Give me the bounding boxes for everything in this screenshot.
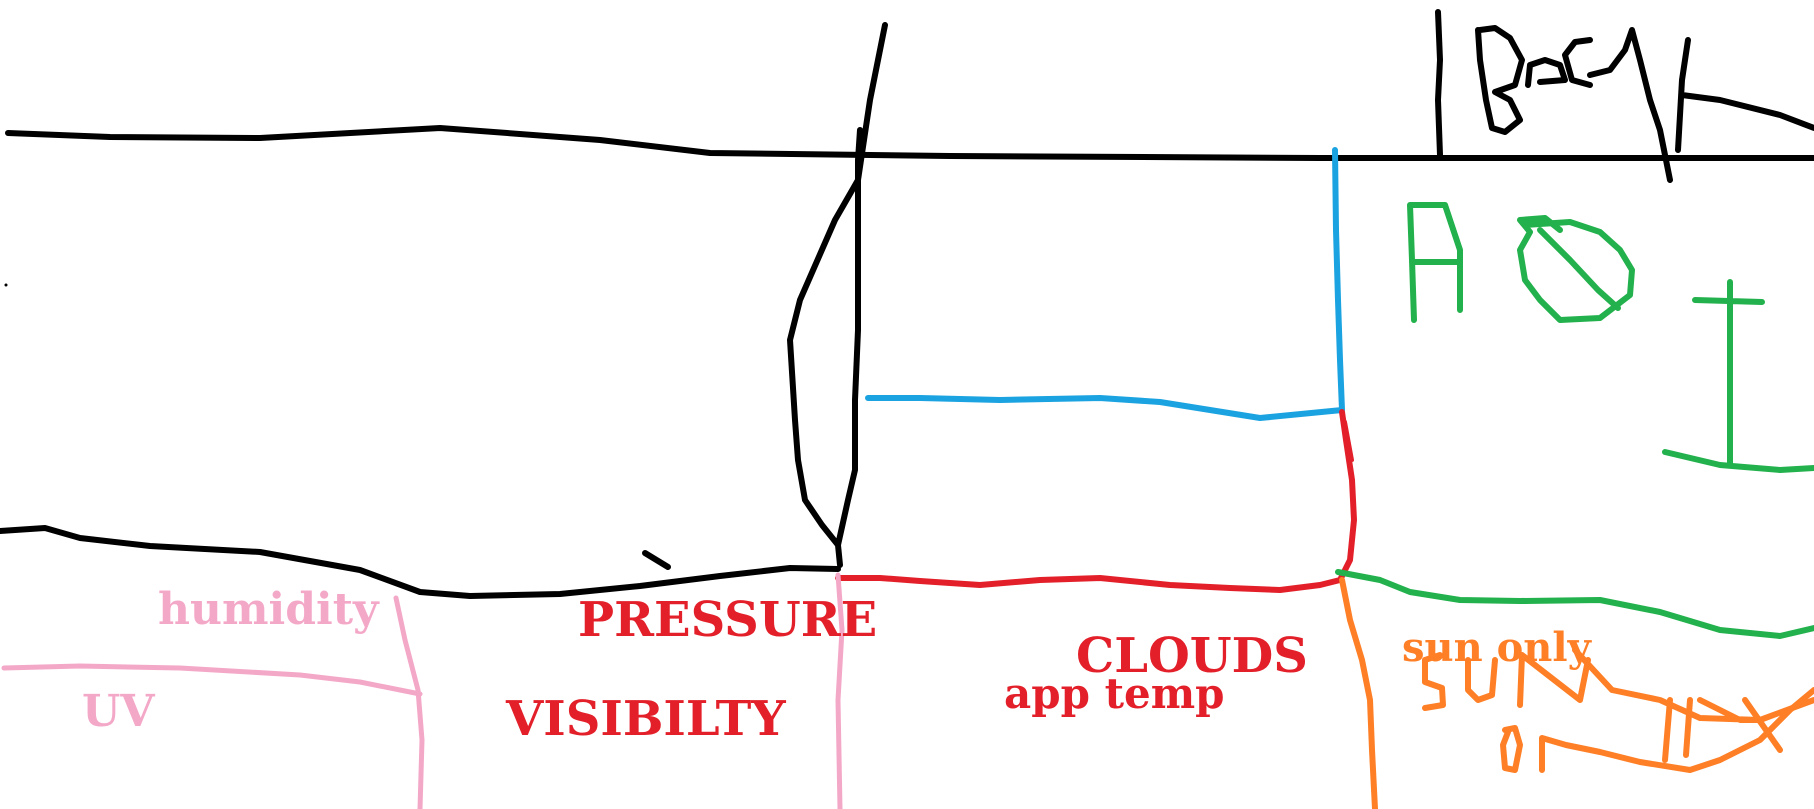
pink-humidity-divider: [393, 595, 425, 809]
stray-tick: [642, 550, 671, 570]
aqi-letter-q: [1517, 215, 1635, 323]
pink-pressure-divider: [835, 572, 845, 809]
green-divider-line: [1335, 569, 1814, 639]
red-tick: [1343, 420, 1354, 462]
back-button-divider: [1435, 9, 1443, 158]
blue-panel-outline: [865, 147, 1345, 421]
pressure-label: PRESSURE: [578, 592, 878, 648]
clouds-label: CLOUDS: [1076, 628, 1308, 684]
visibility-label: VISIBILTY: [506, 691, 786, 747]
on-scribble: [1500, 687, 1814, 773]
header-divider-line: [5, 125, 1814, 161]
sun-only-label: sun only: [1402, 624, 1591, 671]
pink-uv-divider: [1, 663, 423, 697]
sun-scribble: [1422, 647, 1814, 763]
stray-dot: [4, 283, 8, 287]
main-area-bottom-line: [0, 525, 841, 599]
aqi-letter-i: [1662, 279, 1814, 473]
aqi-letter-a: [1407, 202, 1463, 323]
orange-section-divider: [1339, 577, 1378, 809]
back-scribble-icon: [1475, 25, 1814, 183]
humidity-label: humidity: [158, 584, 379, 635]
tall-loop-icon: [787, 22, 888, 568]
uv-label: UV: [82, 686, 155, 737]
app-temp-label: app temp: [1004, 669, 1225, 718]
red-panel-outline: [835, 409, 1357, 593]
